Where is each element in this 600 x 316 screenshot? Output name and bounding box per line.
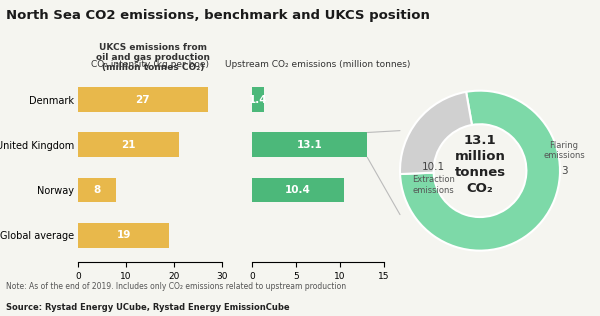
Text: 27: 27 <box>136 95 150 105</box>
Title: CO₂ intensity (kg per boe): CO₂ intensity (kg per boe) <box>91 60 209 69</box>
Bar <box>252 87 265 112</box>
Text: Extraction
emissions: Extraction emissions <box>412 175 455 195</box>
Text: Flaring
emissions: Flaring emissions <box>543 141 585 160</box>
Bar <box>78 223 169 248</box>
Wedge shape <box>400 92 472 174</box>
Bar <box>252 178 344 203</box>
Text: Source: Rystad Energy UCube, Rystad Energy EmissionCube: Source: Rystad Energy UCube, Rystad Ener… <box>6 303 290 312</box>
Bar <box>252 132 367 157</box>
Text: 1.4: 1.4 <box>249 95 268 105</box>
Text: North Sea CO2 emissions, benchmark and UKCS position: North Sea CO2 emissions, benchmark and U… <box>6 9 430 22</box>
Bar <box>78 132 179 157</box>
Text: 21: 21 <box>121 140 136 150</box>
Text: 3: 3 <box>560 166 568 176</box>
Text: 19: 19 <box>116 230 131 240</box>
Text: Note: As of the end of 2019. Includes only CO₂ emissions related to upstream pro: Note: As of the end of 2019. Includes on… <box>6 282 346 291</box>
Text: 13.1
million
tonnes
CO₂: 13.1 million tonnes CO₂ <box>454 134 506 195</box>
Title: Upstream CO₂ emissions (million tonnes): Upstream CO₂ emissions (million tonnes) <box>226 60 410 69</box>
Text: 10.1: 10.1 <box>422 162 445 172</box>
Text: 13.1: 13.1 <box>297 140 323 150</box>
Text: 8: 8 <box>94 185 101 195</box>
Wedge shape <box>400 91 560 251</box>
Bar <box>78 178 116 203</box>
Text: UKCS emissions from
oil and gas production
(million tonnes CO₂): UKCS emissions from oil and gas producti… <box>96 43 210 72</box>
Text: 10.4: 10.4 <box>285 185 311 195</box>
Bar <box>78 87 208 112</box>
